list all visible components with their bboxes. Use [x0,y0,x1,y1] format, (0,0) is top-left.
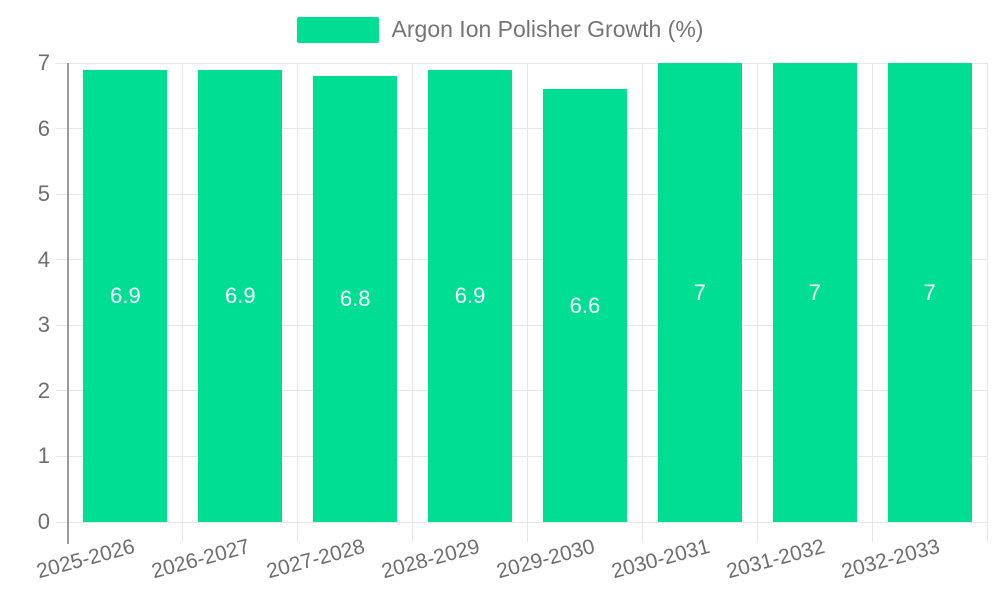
bar[interactable]: 7 [887,63,972,522]
y-axis-tick [56,128,68,130]
y-axis-tick-label: 2 [37,377,50,403]
y-axis-tick-label: 7 [37,50,50,75]
x-gridline [297,63,299,522]
x-gridline [641,63,643,522]
bar[interactable]: 6.9 [198,69,283,522]
y-axis-tick [56,521,68,523]
bar-value-label: 6.9 [225,282,256,308]
y-axis-tick [56,193,68,195]
x-axis-tick [986,522,988,542]
x-gridline [756,63,758,522]
y-axis-tick-label: 1 [37,443,50,469]
bar-value-label: 6.9 [110,282,141,308]
bar-value-label: 6.6 [569,292,601,318]
x-gridline [986,63,988,522]
y-axis-tick [56,324,68,326]
legend-swatch [296,16,379,43]
y-axis-line [67,63,69,544]
x-axis-tick [641,522,643,542]
bar-value-label: 6.8 [339,286,371,312]
bar[interactable]: 6.6 [542,89,627,522]
bar-value-label: 7 [693,279,706,305]
x-gridline [871,63,873,522]
chart-legend: Argon Ion Polisher Growth (%) [0,16,1000,43]
x-axis-tick [182,522,184,542]
y-axis-tick-label: 4 [37,246,50,272]
x-axis-tick [871,522,873,542]
x-gridline [182,63,184,522]
bar[interactable]: 6.9 [428,69,513,522]
bar-value-label: 7 [923,279,936,305]
y-axis-tick-label: 5 [37,181,50,207]
bar-value-label: 6.9 [454,282,486,308]
bar[interactable]: 6.8 [313,76,398,522]
y-axis-tick [56,62,68,64]
y-axis-tick-label: 6 [37,115,50,141]
y-axis-tick [56,390,68,392]
y-axis-tick-label: 0 [37,509,50,534]
bar[interactable]: 6.9 [83,69,168,522]
legend-item[interactable]: Argon Ion Polisher Growth (%) [296,16,704,43]
x-gridline [412,63,414,522]
bar[interactable]: 7 [772,63,857,522]
y-axis-tick [56,259,68,261]
bar[interactable]: 7 [657,63,742,522]
x-axis-tick [527,522,528,542]
legend-series-label: Argon Ion Polisher Growth (%) [391,16,704,42]
y-axis-tick [56,455,68,457]
x-gridline [527,63,528,522]
x-axis-tick [756,522,758,542]
y-axis-tick-label: 3 [37,312,50,338]
bar-value-label: 7 [808,279,821,305]
x-axis-tick [297,522,299,542]
x-axis-tick [412,522,414,542]
plot-area: 0 1 2 3 4 5 6 7 6.9 2025-2026 6.9 2026-2027 6.8 2027-… [35,50,988,583]
